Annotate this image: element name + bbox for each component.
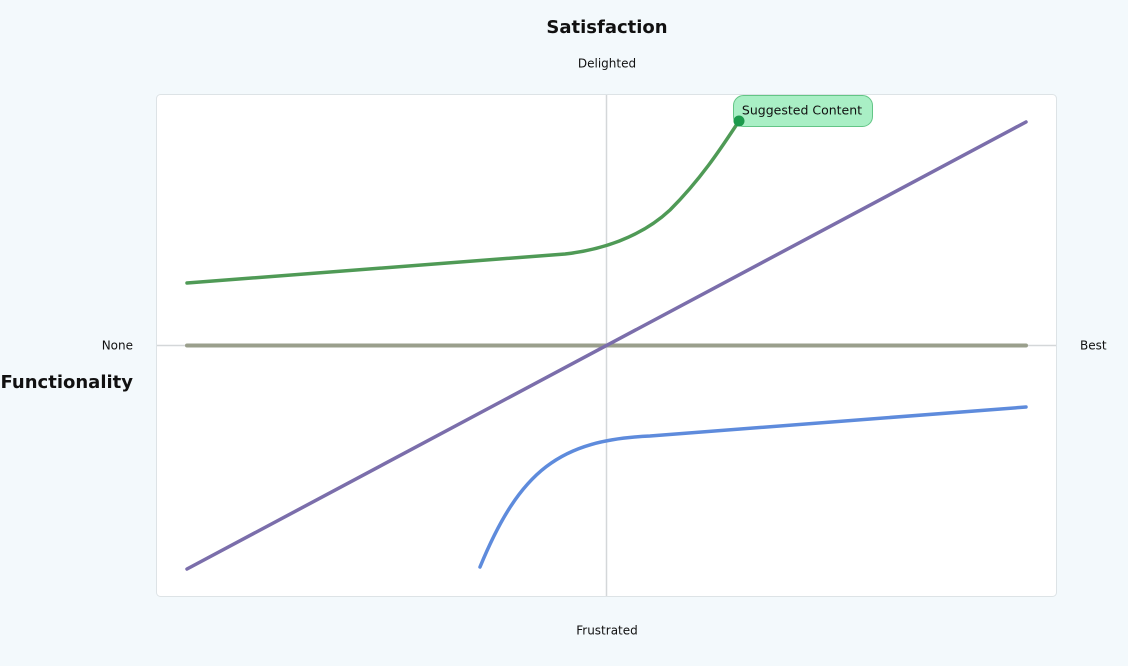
axis-right-label: Best bbox=[1080, 339, 1107, 353]
diagram-title: Satisfaction bbox=[546, 17, 667, 38]
basic-curve bbox=[478, 405, 1028, 569]
annotation-dot bbox=[733, 115, 745, 127]
annotation-box bbox=[733, 95, 873, 127]
axis-bottom-label: Frustrated bbox=[576, 624, 638, 638]
axis-title: Functionality bbox=[1, 372, 134, 393]
annotation-label: Suggested Content bbox=[742, 103, 862, 118]
delighter-curve bbox=[185, 119, 741, 285]
axis-left-label: None bbox=[102, 339, 133, 353]
performance-line bbox=[185, 120, 1028, 571]
axis-top-label: Delighted bbox=[578, 57, 636, 71]
